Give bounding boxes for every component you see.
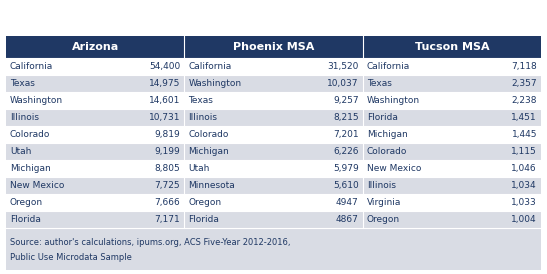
Bar — [184, 126, 363, 143]
Text: Washington: Washington — [188, 79, 241, 88]
Text: 5,979: 5,979 — [333, 164, 359, 173]
Text: 14,975: 14,975 — [149, 79, 181, 88]
Text: Illinois: Illinois — [10, 113, 39, 122]
Text: Texas: Texas — [188, 96, 213, 105]
Text: California: California — [188, 62, 231, 71]
Text: 8,215: 8,215 — [333, 113, 359, 122]
Bar — [6, 109, 184, 126]
Bar — [6, 160, 184, 177]
Text: 10,731: 10,731 — [149, 113, 181, 122]
Bar — [363, 58, 541, 75]
Bar — [363, 36, 541, 58]
Text: Texas: Texas — [366, 79, 392, 88]
Text: 14,601: 14,601 — [149, 96, 181, 105]
Text: 9,199: 9,199 — [155, 147, 181, 156]
Bar — [184, 177, 363, 194]
Text: 7,118: 7,118 — [511, 62, 537, 71]
Bar — [184, 58, 363, 75]
Text: Source: author's calculations, ipums.org, ACS Five-Year 2012-2016,: Source: author's calculations, ipums.org… — [10, 238, 290, 247]
Text: Arizona: Arizona — [72, 42, 119, 52]
Text: 1,046: 1,046 — [511, 164, 537, 173]
Text: 6,226: 6,226 — [333, 147, 359, 156]
Text: 1,004: 1,004 — [511, 215, 537, 224]
Text: Michigan: Michigan — [188, 147, 229, 156]
Bar — [184, 109, 363, 126]
Text: 2,357: 2,357 — [511, 79, 537, 88]
Bar — [6, 92, 184, 109]
Text: 7,725: 7,725 — [155, 181, 181, 190]
Text: 7,201: 7,201 — [333, 130, 359, 139]
Text: Michigan: Michigan — [366, 130, 408, 139]
Bar — [184, 160, 363, 177]
Text: 4947: 4947 — [336, 198, 359, 207]
Text: 9,819: 9,819 — [155, 130, 181, 139]
Bar — [363, 177, 541, 194]
Text: 2,238: 2,238 — [511, 96, 537, 105]
Text: Tucson MSA: Tucson MSA — [415, 42, 489, 52]
Text: Oregon: Oregon — [188, 198, 222, 207]
Text: 4867: 4867 — [336, 215, 359, 224]
Text: Florida: Florida — [10, 215, 41, 224]
Text: 31,520: 31,520 — [327, 62, 359, 71]
Text: Washington: Washington — [366, 96, 420, 105]
Bar — [6, 228, 541, 270]
Text: Florida: Florida — [366, 113, 398, 122]
Bar — [184, 194, 363, 211]
Text: 1,033: 1,033 — [511, 198, 537, 207]
Text: 1,034: 1,034 — [511, 181, 537, 190]
Bar — [184, 75, 363, 92]
Bar — [6, 36, 184, 58]
Text: 1,115: 1,115 — [511, 147, 537, 156]
Text: 54,400: 54,400 — [149, 62, 181, 71]
Bar — [363, 143, 541, 160]
Text: Oregon: Oregon — [10, 198, 43, 207]
Bar — [184, 143, 363, 160]
Text: Oregon: Oregon — [366, 215, 400, 224]
Bar — [363, 109, 541, 126]
Text: Illinois: Illinois — [366, 181, 395, 190]
Bar — [363, 211, 541, 228]
Bar — [363, 92, 541, 109]
Text: 10,037: 10,037 — [327, 79, 359, 88]
Bar — [6, 194, 184, 211]
Bar — [184, 36, 363, 58]
Bar — [363, 126, 541, 143]
Text: New Mexico: New Mexico — [10, 181, 65, 190]
Text: 5,610: 5,610 — [333, 181, 359, 190]
Text: 7,171: 7,171 — [155, 215, 181, 224]
Text: California: California — [366, 62, 410, 71]
Text: California: California — [10, 62, 53, 71]
Bar — [6, 75, 184, 92]
Text: Virginia: Virginia — [366, 198, 401, 207]
Bar — [363, 194, 541, 211]
Bar — [6, 58, 184, 75]
Text: Public Use Microdata Sample: Public Use Microdata Sample — [10, 253, 132, 262]
Text: Texas: Texas — [10, 79, 35, 88]
Text: Phoenix MSA: Phoenix MSA — [233, 42, 314, 52]
Text: 8,805: 8,805 — [155, 164, 181, 173]
Text: Utah: Utah — [10, 147, 31, 156]
Text: Colorado: Colorado — [188, 130, 229, 139]
Text: Utah: Utah — [188, 164, 210, 173]
Text: Colorado: Colorado — [366, 147, 407, 156]
Bar — [6, 211, 184, 228]
Bar — [6, 143, 184, 160]
Text: Michigan: Michigan — [10, 164, 51, 173]
Text: Colorado: Colorado — [10, 130, 50, 139]
Text: New Mexico: New Mexico — [366, 164, 421, 173]
Bar — [6, 126, 184, 143]
Bar — [6, 177, 184, 194]
Bar — [184, 92, 363, 109]
Text: 7,666: 7,666 — [155, 198, 181, 207]
Text: Washington: Washington — [10, 96, 63, 105]
Text: Illinois: Illinois — [188, 113, 217, 122]
Text: Florida: Florida — [188, 215, 219, 224]
Bar — [363, 75, 541, 92]
Bar — [363, 160, 541, 177]
Bar — [184, 211, 363, 228]
Text: 9,257: 9,257 — [333, 96, 359, 105]
Text: 1,445: 1,445 — [511, 130, 537, 139]
Text: Minnesota: Minnesota — [188, 181, 235, 190]
Text: 1,451: 1,451 — [511, 113, 537, 122]
